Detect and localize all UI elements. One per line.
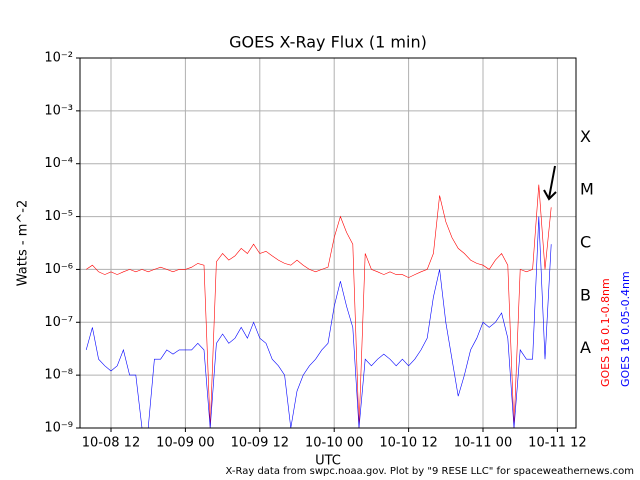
y-tick-label: 10⁻⁴: [44, 156, 73, 171]
y-tick-label: 10⁻⁶: [44, 262, 73, 277]
arrow-annotation: [543, 165, 557, 201]
x-tick-label: 10-08 12: [82, 436, 140, 451]
x-tick-label: 10-09 00: [156, 436, 214, 451]
flare-class-label: C: [580, 233, 591, 252]
flare-class-label: B: [580, 285, 591, 304]
x-tick-label: 10-09 12: [231, 436, 289, 451]
y-tick-label: 10⁻⁸: [44, 368, 73, 383]
y-tick-label: 10⁻⁹: [44, 421, 73, 436]
series-line: [86, 184, 552, 429]
legend-entry: GOES 16 0.05-0.4nm: [619, 271, 632, 387]
legend-entry: GOES 16 0.1-0.8nm: [599, 278, 612, 387]
y-axis-label: Watts - m^-2: [16, 200, 31, 286]
x-tick-label: 10-11 12: [528, 436, 586, 451]
x-tick-label: 10-10 12: [379, 436, 437, 451]
flare-class-label: M: [580, 180, 594, 199]
x-axis-label: UTC: [315, 454, 341, 469]
y-tick-label: 10⁻⁵: [44, 209, 73, 224]
plot-frame: [79, 57, 577, 429]
x-tick-label: 10-11 00: [454, 436, 512, 451]
x-tick-label: 10-10 00: [305, 436, 363, 451]
chart-title: GOES X-Ray Flux (1 min): [229, 33, 427, 52]
flare-class-label: A: [580, 338, 591, 357]
y-tick-label: 10⁻²: [44, 51, 73, 66]
series-line: [85, 216, 552, 429]
footer: X-Ray data from swpc.noaa.gov. Plot by "…: [226, 466, 634, 477]
flare-class-label: X: [580, 127, 591, 146]
y-tick-label: 10⁻⁷: [44, 315, 73, 330]
y-tick-label: 10⁻³: [44, 103, 73, 118]
